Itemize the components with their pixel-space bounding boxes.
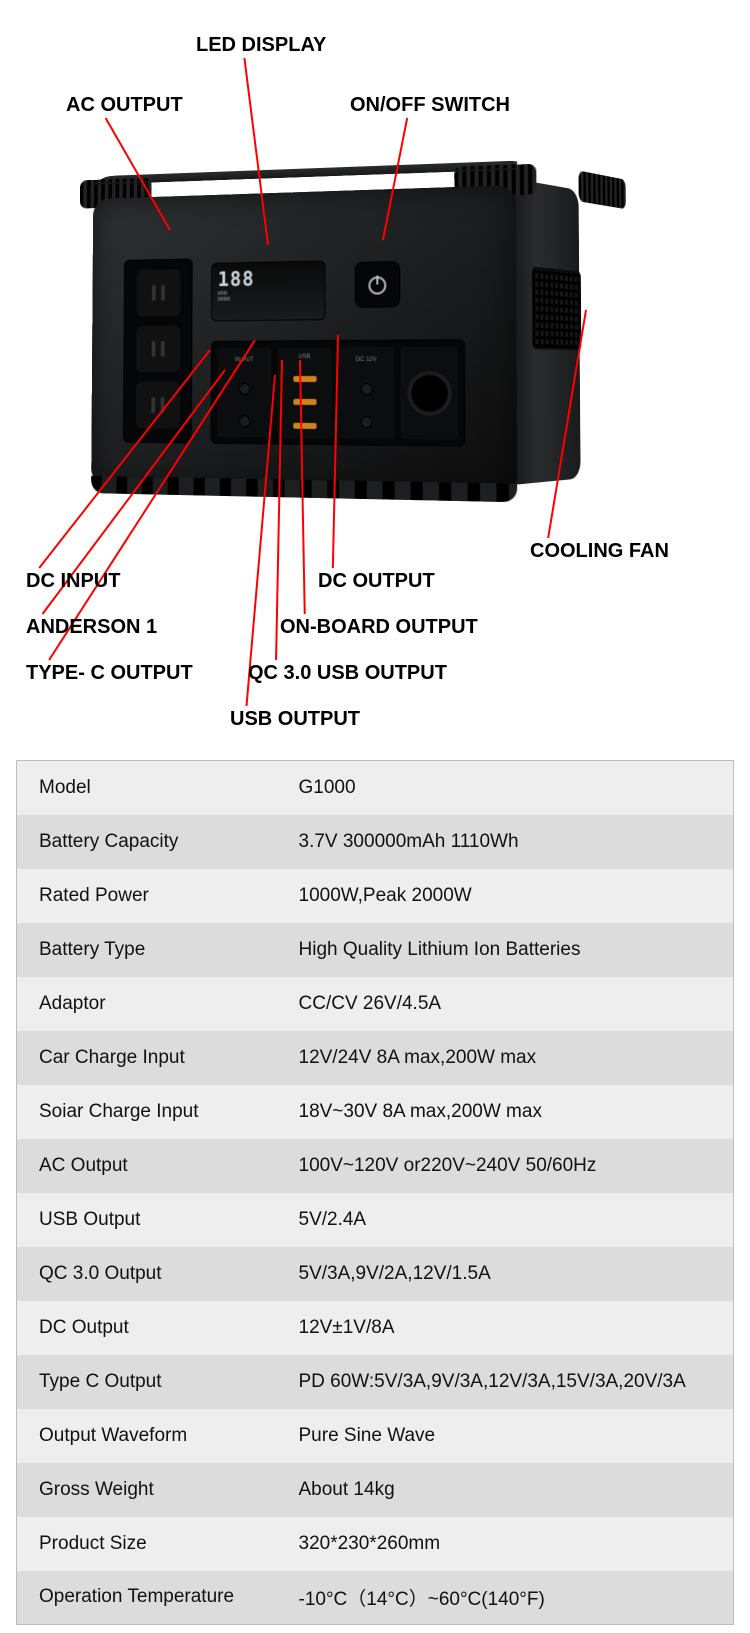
callout-label-type-c-output: TYPE- C OUTPUT [26, 662, 193, 685]
spec-row: Rated Power1000W,Peak 2000W [17, 869, 734, 923]
spec-key: QC 3.0 Output [17, 1247, 277, 1301]
spec-value: 18V~30V 8A max,200W max [277, 1085, 734, 1139]
lcd-main: 188 [212, 262, 324, 292]
product-diagram: 188 888 8888 IN PUT USB DC 12V [0, 0, 750, 760]
spec-key: AC Output [17, 1139, 277, 1193]
spec-key: Gross Weight [17, 1463, 277, 1517]
callout-label-qc3-usb-output: QC 3.0 USB OUTPUT [248, 662, 447, 685]
spec-key: Rated Power [17, 869, 277, 923]
spec-value: Pure Sine Wave [277, 1409, 734, 1463]
spec-row: ModelG1000 [17, 761, 734, 815]
spec-row: DC Output12V±1V/8A [17, 1301, 734, 1355]
spec-key: Battery Type [17, 923, 277, 977]
callout-label-dc-output: DC OUTPUT [318, 570, 435, 593]
spec-row: Battery TypeHigh Quality Lithium Ion Bat… [17, 923, 734, 977]
spec-row: Output WaveformPure Sine Wave [17, 1409, 734, 1463]
io-panel: IN PUT USB DC 12V [211, 339, 466, 447]
spec-value: 100V~120V or220V~240V 50/60Hz [277, 1139, 734, 1193]
spec-key: Product Size [17, 1517, 277, 1571]
spec-row: Car Charge Input12V/24V 8A max,200W max [17, 1031, 734, 1085]
spec-key: DC Output [17, 1301, 277, 1355]
spec-table: ModelG1000Battery Capacity3.7V 300000mAh… [16, 760, 734, 1625]
spec-key: Output Waveform [17, 1409, 277, 1463]
spec-row: Product Size320*230*260mm [17, 1517, 734, 1571]
power-button [355, 261, 401, 308]
usb-col: USB [277, 347, 332, 438]
callout-label-anderson-1: ANDERSON 1 [26, 616, 157, 639]
spec-key: Soiar Charge Input [17, 1085, 277, 1139]
callout-label-on-board-output: ON-BOARD OUTPUT [280, 616, 478, 639]
spec-key: Car Charge Input [17, 1031, 277, 1085]
spec-row: USB Output5V/2.4A [17, 1193, 734, 1247]
spec-value: 5V/3A,9V/2A,12V/1.5A [277, 1247, 734, 1301]
callout-label-cooling-fan: COOLING FAN [530, 540, 669, 563]
callout-label-ac-output: AC OUTPUT [66, 94, 183, 117]
cooling-fan-grill [532, 267, 582, 351]
spec-value: CC/CV 26V/4.5A [277, 977, 734, 1031]
spec-key: Type C Output [17, 1355, 277, 1409]
spec-value: -10°C（14°C）~60°C(140°F) [277, 1571, 734, 1625]
spec-value: G1000 [277, 761, 734, 815]
spec-value: 3.7V 300000mAh 1110Wh [277, 815, 734, 869]
spec-key: Model [17, 761, 277, 815]
power-icon [366, 272, 390, 296]
car-jack-col [400, 346, 458, 439]
spec-key: Battery Capacity [17, 815, 277, 869]
callout-label-usb-output: USB OUTPUT [230, 708, 360, 731]
spec-value: PD 60W:5V/3A,9V/3A,12V/3A,15V/3A,20V/3A [277, 1355, 734, 1409]
spec-row: Soiar Charge Input18V~30V 8A max,200W ma… [17, 1085, 734, 1139]
ac-outlet-panel [123, 258, 193, 443]
spec-value: High Quality Lithium Ion Batteries [277, 923, 734, 977]
spec-key: USB Output [17, 1193, 277, 1247]
spec-value: 1000W,Peak 2000W [277, 869, 734, 923]
callout-label-dc-input: DC INPUT [26, 570, 120, 593]
spec-row: Operation Temperature-10°C（14°C）~60°C(14… [17, 1571, 734, 1625]
spec-key: Operation Temperature [17, 1571, 277, 1625]
spec-row: Type C OutputPD 60W:5V/3A,9V/3A,12V/3A,1… [17, 1355, 734, 1409]
led-display-panel: 188 888 8888 [211, 261, 325, 322]
spec-value: About 14kg [277, 1463, 734, 1517]
spec-row: Gross WeightAbout 14kg [17, 1463, 734, 1517]
lcd-sub2: 8888 [212, 295, 324, 302]
spec-row: AdaptorCC/CV 26V/4.5A [17, 977, 734, 1031]
spec-row: Battery Capacity3.7V 300000mAh 1110Wh [17, 815, 734, 869]
spec-row: QC 3.0 Output5V/3A,9V/2A,12V/1.5A [17, 1247, 734, 1301]
spec-value: 5V/2.4A [277, 1193, 734, 1247]
spec-row: AC Output100V~120V or220V~240V 50/60Hz [17, 1139, 734, 1193]
callout-label-led-display: LED DISPLAY [196, 34, 326, 57]
spec-value: 12V±1V/8A [277, 1301, 734, 1355]
spec-key: Adaptor [17, 977, 277, 1031]
spec-value: 12V/24V 8A max,200W max [277, 1031, 734, 1085]
dc-input-col: IN PUT [217, 347, 271, 437]
dc12v-col: DC 12V [338, 347, 394, 439]
spec-value: 320*230*260mm [277, 1517, 734, 1571]
device-illustration: 188 888 8888 IN PUT USB DC 12V [91, 140, 613, 528]
callout-label-on-off-switch: ON/OFF SWITCH [350, 94, 510, 117]
